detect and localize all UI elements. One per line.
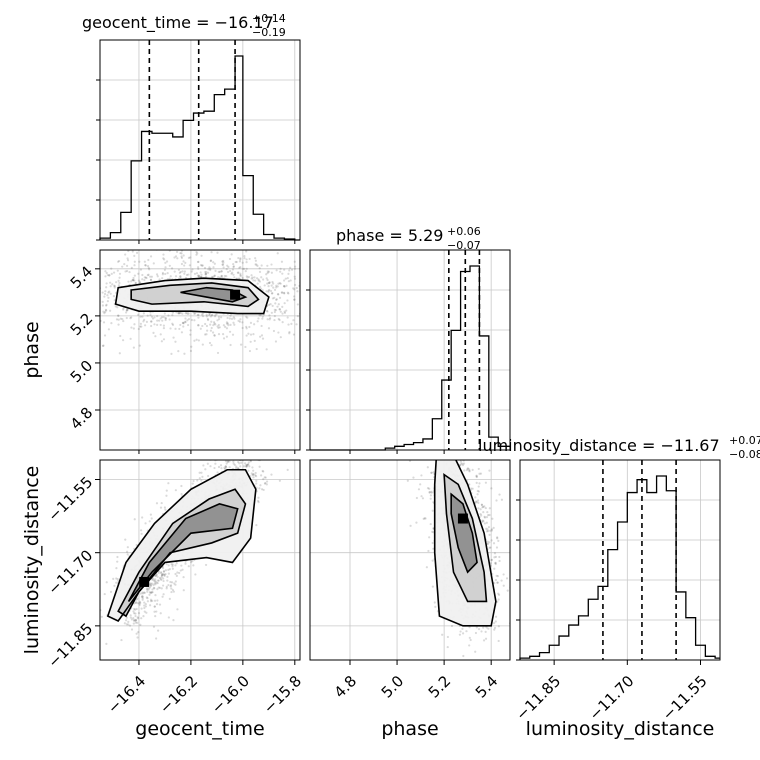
xlabel-phase: phase [381,718,438,740]
hist-frame-phase [309,249,511,451]
scatter-phase-luminosity_distance [406,460,510,658]
peak-geocent_time-phase [230,289,241,300]
xlabel-geocent-time: geocent_time [135,718,264,740]
peak-phase-luminosity_distance [457,513,468,524]
frame-geocent_time-luminosity_distance [99,459,301,661]
hist-grid-phase [310,250,510,450]
title-geocent-time-upper: +0.14 [252,12,286,25]
xtick-label-geocent_time-2: −16.0 [208,672,253,717]
title-geocent-time: geocent_time = −16.17 [82,13,274,33]
title-luminosity-distance-lower: −0.08 [729,448,760,461]
xtick-label-luminosity_distance-0: −11.85 [512,672,564,724]
xtick-label-luminosity_distance-1: −11.70 [586,672,638,724]
ytick-label-phase-0: 4.8 [67,404,97,434]
frame-geocent_time-phase [99,249,301,451]
contour-geocent_time-luminosity_distance-2 [127,503,239,602]
contour-phase-luminosity_distance-2 [450,492,478,574]
title-phase-upper: +0.06 [447,225,481,238]
hist-frame-luminosity_distance [519,459,721,661]
xtick-label-phase-0: 4.8 [331,672,361,702]
xtick-label-geocent_time-3: −15.8 [260,672,305,717]
contour-phase-luminosity_distance-0 [433,460,497,627]
title-phase: phase = 5.29 [336,226,443,245]
scatter-geocent_time-phase [100,250,300,356]
xtick-label-phase-3: 5.4 [472,672,502,702]
hist-grid-luminosity_distance [520,460,720,660]
ylabel-luminosity-distance: luminosity_distance [21,466,43,655]
xtick-label-geocent_time-1: −16.2 [156,672,201,717]
contour-geocent_time-phase-2 [180,286,248,303]
title-geocent-time-lower: −0.19 [252,26,286,39]
title-luminosity-distance: luminosity_distance = −11.67 [478,436,720,456]
histogram-luminosity_distance [519,475,720,660]
ytick-label-phase-1: 5.0 [67,357,97,387]
ytick-label-luminosity_distance-1: −11.70 [44,546,96,598]
title-luminosity-distance-upper: +0.07 [729,434,760,447]
xtick-label-luminosity_distance-2: −11.55 [659,672,711,724]
peak-geocent_time-luminosity_distance [139,576,150,587]
title-phase-lower: −0.07 [447,239,481,252]
contour-geocent_time-phase-1 [130,282,260,308]
ytick-label-luminosity_distance-0: −11.85 [44,619,96,671]
ytick-label-luminosity_distance-2: −11.55 [44,473,96,525]
xtick-label-phase-1: 5.0 [378,672,408,702]
contour-geocent_time-phase-0 [114,277,270,315]
xlabel-luminosity-distance: luminosity_distance [526,718,715,740]
contour-geocent_time-luminosity_distance-1 [117,488,247,618]
contour-phase-luminosity_distance-1 [443,473,488,603]
ytick-label-phase-3: 5.4 [67,262,97,292]
ytick-label-phase-2: 5.2 [67,310,97,340]
xtick-label-phase-2: 5.2 [425,672,455,702]
ylabel-phase: phase [21,321,43,378]
scatter-geocent_time-luminosity_distance [100,460,289,645]
hist-frame-geocent_time [99,39,301,241]
xtick-label-geocent_time-0: −16.4 [104,672,149,717]
frame-phase-luminosity_distance [309,459,511,661]
histogram-geocent_time [99,55,300,241]
hist-grid-geocent_time [100,40,300,240]
